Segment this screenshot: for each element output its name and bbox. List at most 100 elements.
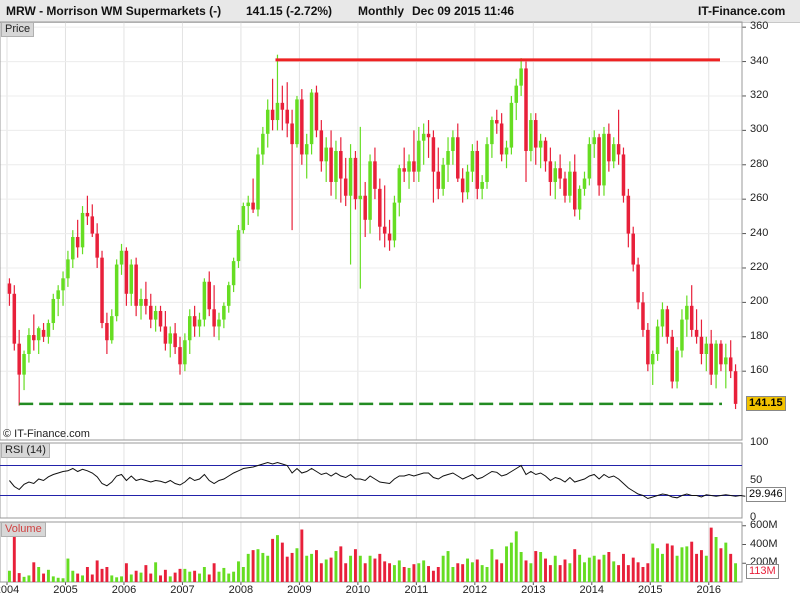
volume-bar [110,575,114,582]
last-rsi-box: 29.946 [746,487,786,502]
candle-body [280,102,285,110]
volume-bar [202,567,206,582]
volume-bar [358,555,362,582]
volume-bar [100,568,104,582]
volume-bar [173,572,177,582]
volume-bar [524,560,528,582]
volume-bar [514,531,518,582]
last-price-box: 141.15 [746,396,786,411]
candle-body [304,144,309,155]
price-tick-label: 260 [750,192,769,205]
candle-body [334,151,338,182]
candle-body [348,157,353,196]
volume-bar [548,565,552,582]
volume-bar [37,567,41,582]
volume-bar [280,542,284,582]
candle-body [470,151,475,172]
volume-bar [76,573,80,582]
volume-bar [729,553,733,582]
year-label: 2004 [0,584,20,596]
volume-bar [617,565,621,582]
volume-bar [675,555,679,582]
volume-bar [719,548,723,582]
candle-body [285,109,289,124]
candle-body [446,151,450,165]
volume-bar [246,553,250,582]
candle-body [226,285,231,306]
candle-body [529,120,533,152]
candle-body [719,343,723,365]
volume-bar [622,553,625,582]
volume-bar [573,549,577,582]
volume-bar [90,574,94,582]
volume-bar [636,562,640,582]
candle-body [597,137,601,186]
candle-body [314,92,319,131]
volume-bar [509,542,513,582]
volume-bar [261,552,265,582]
candle-body [51,298,56,324]
volume-bar [466,558,469,582]
candle-body [368,161,372,220]
volume-bar [71,570,75,582]
volume-bar [490,549,494,582]
volume-bar [417,563,421,582]
volume-bar [149,573,153,582]
volume-bar [95,560,99,582]
volume-bar [139,572,143,582]
candle-body [587,144,592,179]
volume-bar [641,567,645,582]
candle-body [339,151,343,179]
rsi-tick-label: 50 [750,473,763,486]
candle-body [105,323,109,341]
candle-body [490,120,494,145]
candle-body [534,120,538,148]
candle-body [558,168,562,179]
candle-body [300,99,304,155]
volume-bar [714,537,718,582]
candle-body [480,181,484,189]
candle-body [119,250,124,265]
price-panel-label: Price [1,22,35,37]
volume-bar [159,575,162,582]
brand: IT-Finance.com [698,4,786,18]
volume-bar [212,563,216,582]
volume-bar [724,542,728,582]
volume-bar [597,559,601,582]
candle-body [689,305,694,330]
volume-bar [344,563,348,582]
volume-bar [27,575,31,582]
price-tick-label: 160 [750,364,769,377]
volume-bar [144,565,148,582]
candle-body [709,343,713,375]
year-label: 2005 [53,584,78,596]
year-label: 2015 [638,584,663,596]
candle-body [592,137,596,145]
rsi-panel-label: RSI (14) [1,443,50,458]
volume-panel-label: Volume [1,522,46,537]
volume-bar [505,546,508,582]
rsi-tick-label: 100 [750,436,769,448]
candle-body [704,343,709,354]
volume-bar [685,546,689,582]
candle-body [183,340,187,365]
candle-body [178,347,182,365]
volume-bar [407,567,411,582]
candle-body [343,178,348,196]
volume-bar [558,565,562,582]
candle-body [694,329,699,337]
candle-body [32,335,36,341]
candle-body [270,109,275,121]
candle-body [56,290,60,299]
volume-layer [7,527,738,582]
candle-body [246,202,250,207]
rsi-layer [0,461,746,500]
volume-bar [378,553,382,582]
candle-body [46,323,51,337]
candle-body [363,195,367,220]
volume-bar [592,555,596,582]
price-tick-label: 300 [750,123,769,136]
candle-body [324,147,328,162]
year-label: 2013 [521,584,546,596]
candle-body [607,133,611,162]
